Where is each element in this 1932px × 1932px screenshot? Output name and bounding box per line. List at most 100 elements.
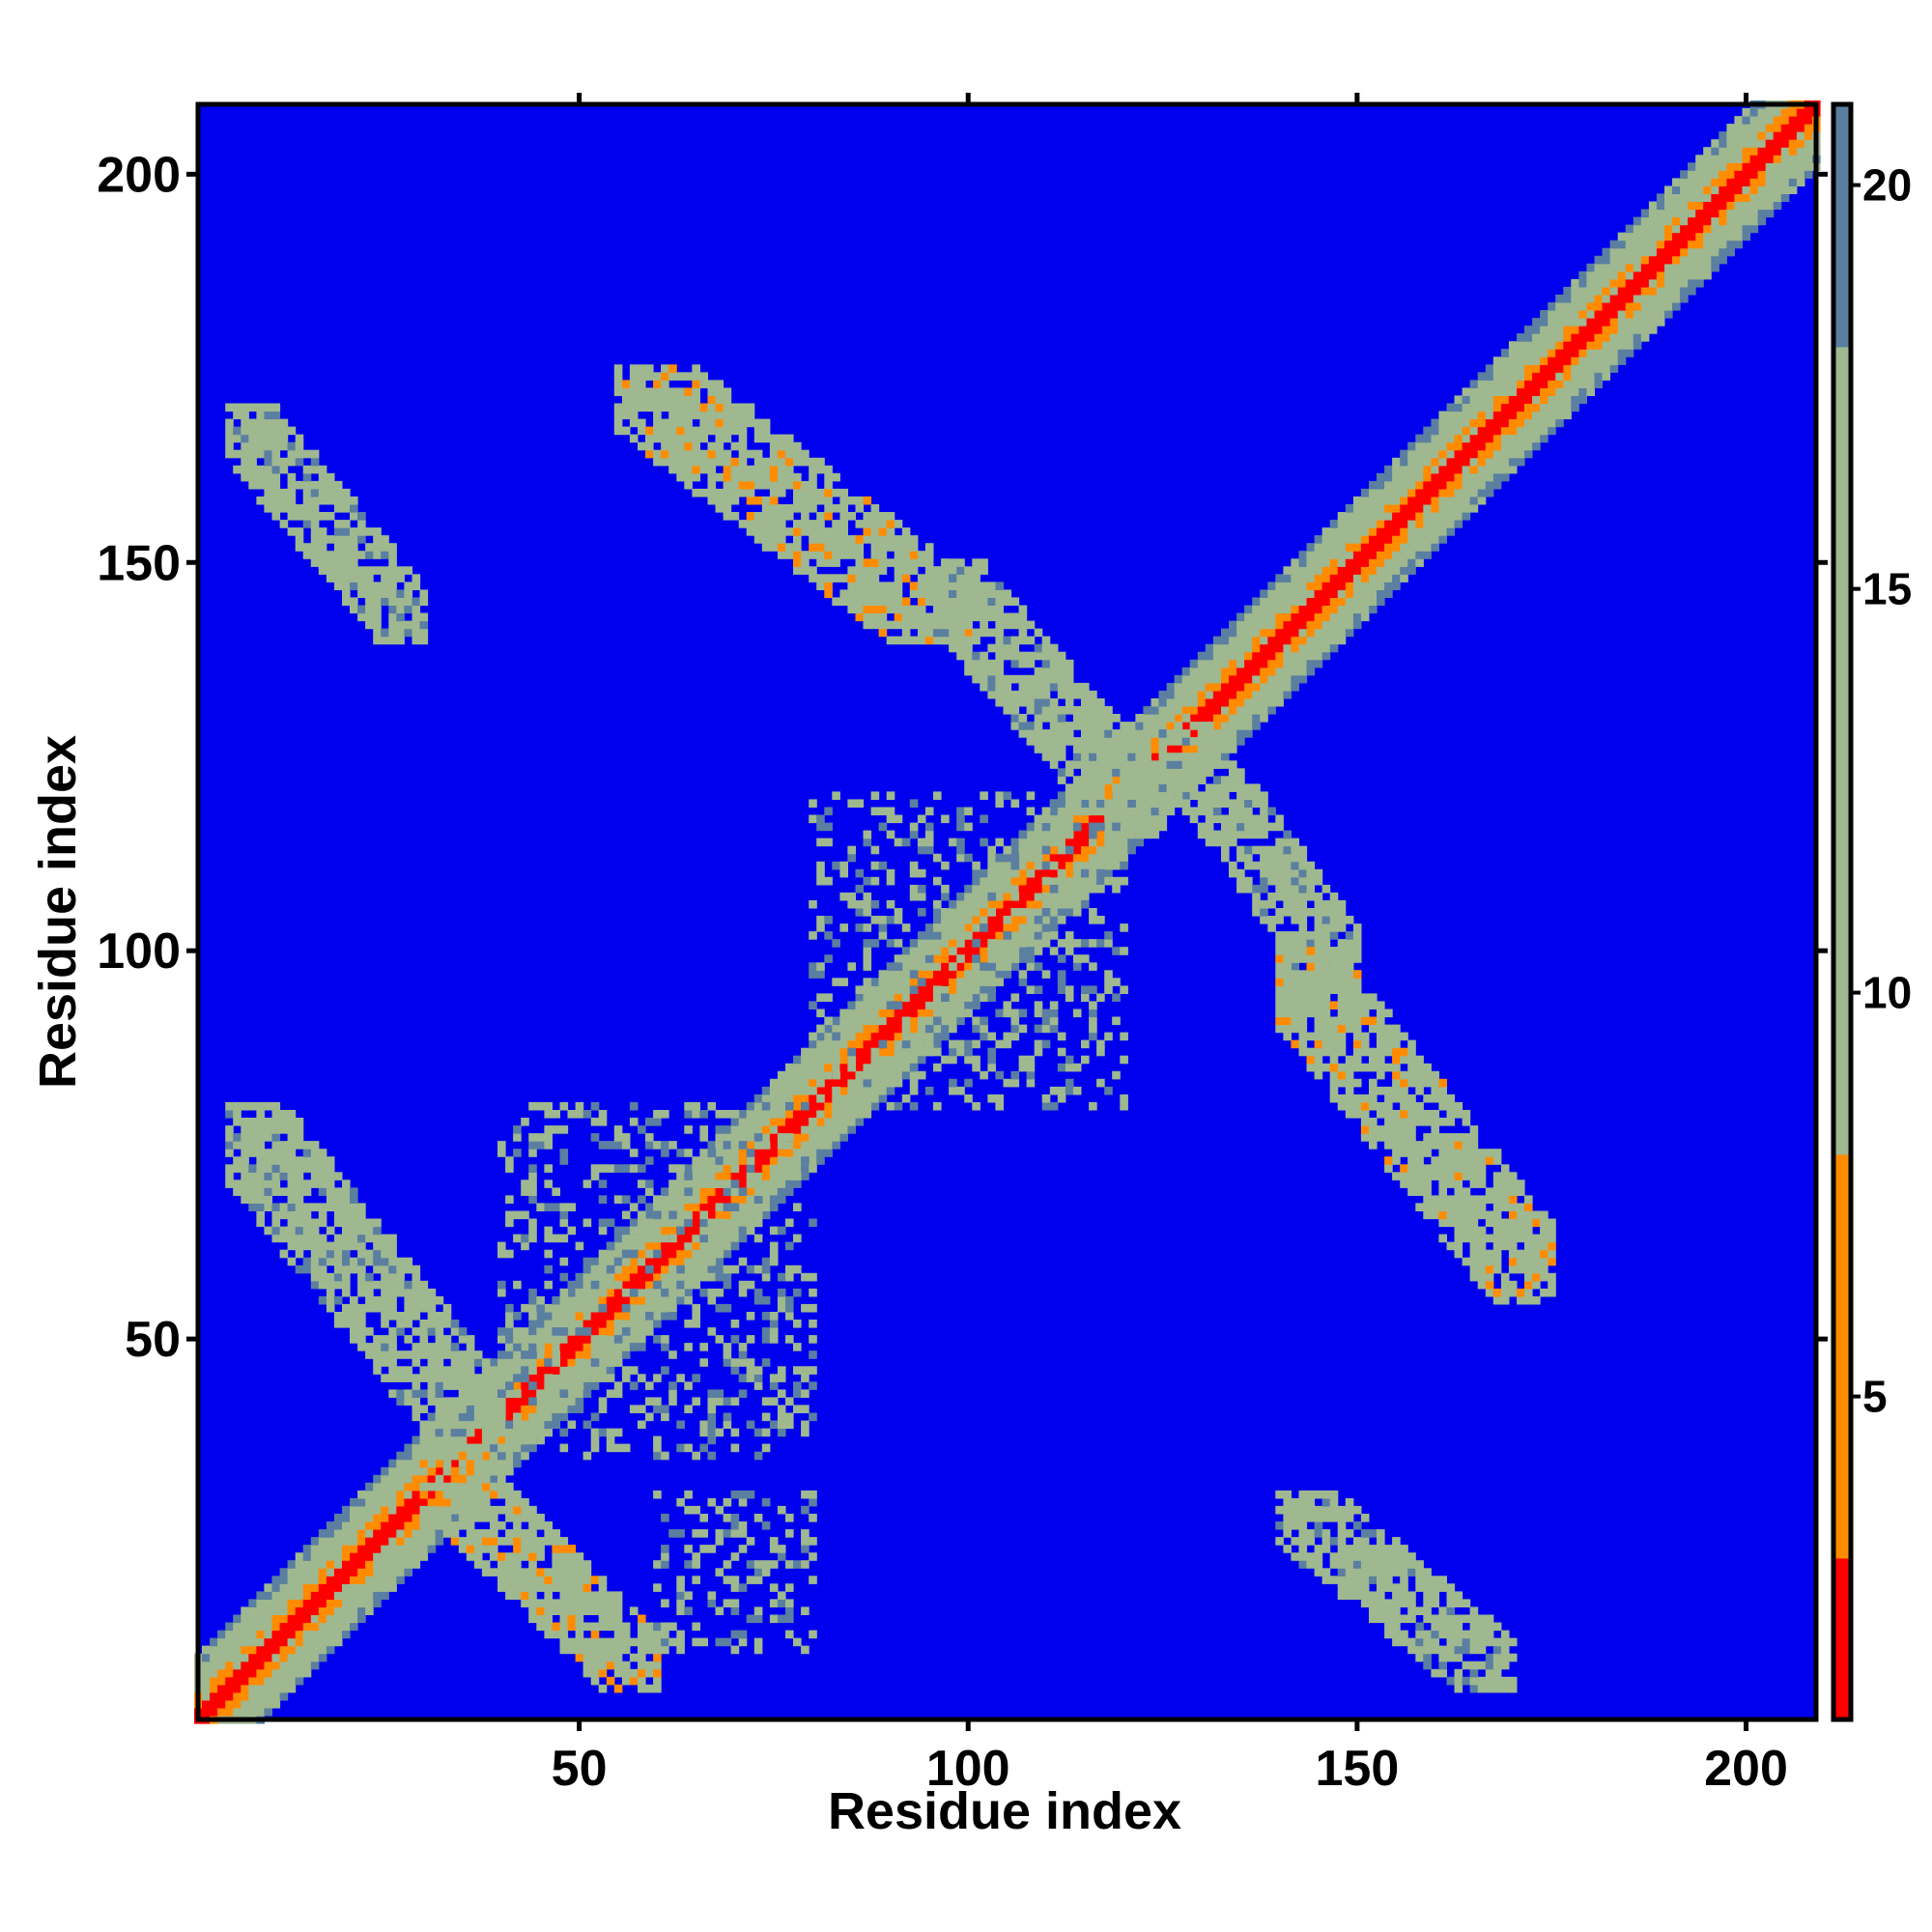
contact-cell — [271, 1226, 281, 1236]
diagonal-cell — [388, 1474, 397, 1484]
diagonal-cell — [847, 1009, 856, 1018]
diagonal-cell — [1003, 947, 1012, 955]
diagonal-cell — [350, 1521, 358, 1530]
contact-cell — [738, 411, 748, 420]
diagonal-cell — [233, 1622, 242, 1632]
contact-cell — [653, 372, 662, 381]
contact-cell — [264, 1179, 272, 1188]
diagonal-cell — [1407, 441, 1416, 451]
contact-cell — [481, 1420, 491, 1430]
contact-cell — [613, 426, 623, 436]
diagonal-cell — [1431, 496, 1439, 505]
diagonal-cell — [350, 1591, 358, 1600]
diagonal-cell — [1734, 124, 1743, 132]
diagonal-cell — [536, 1405, 545, 1413]
diagonal-cell — [1602, 341, 1611, 350]
diagonal-cell — [1221, 651, 1230, 661]
contact-cell — [342, 574, 351, 582]
diagonal-cell — [878, 1024, 888, 1034]
contact-cell — [769, 449, 779, 459]
diagonal-cell — [1415, 520, 1424, 528]
diagonal-cell — [777, 1118, 786, 1126]
diagonal-cell — [1726, 131, 1735, 140]
contact-cell — [707, 418, 717, 428]
contact-cell — [521, 1497, 529, 1507]
diagonal-cell — [279, 1630, 289, 1639]
diagonal-cell — [785, 1164, 794, 1173]
diagonal-cell — [1329, 574, 1339, 582]
diagonal-cell — [225, 1630, 234, 1639]
diagonal-cell — [373, 1497, 382, 1507]
diagonal-cell — [1041, 899, 1051, 909]
diagonal-cell — [1548, 318, 1556, 327]
diagonal-cell — [427, 1474, 437, 1484]
diagonal-cell — [894, 1055, 903, 1065]
diagonal-cell — [1578, 310, 1587, 319]
diagonal-cell — [365, 1583, 374, 1592]
diagonal-cell — [1742, 131, 1751, 140]
contact-cell — [793, 558, 802, 567]
diagonal-cell — [761, 1094, 771, 1103]
diagonal-cell — [279, 1599, 289, 1607]
diagonal-cell — [1540, 356, 1548, 365]
diagonal-cell — [412, 1505, 421, 1515]
diagonal-cell — [1189, 667, 1199, 676]
diagonal-cell — [1415, 496, 1424, 505]
contact-cell — [333, 1264, 343, 1274]
contact-cell — [264, 411, 272, 420]
diagonal-cell — [1462, 434, 1471, 443]
diagonal-cell — [302, 1668, 312, 1678]
diagonal-cell — [1283, 651, 1292, 661]
diagonal-cell — [878, 1078, 888, 1088]
contact-cell — [785, 449, 794, 459]
diagonal-cell — [295, 1630, 304, 1639]
contact-cell — [264, 1118, 272, 1126]
contact-cell — [458, 1451, 468, 1461]
contact-cell — [801, 457, 810, 467]
diagonal-cell — [809, 1070, 817, 1080]
diagonal-cell — [1329, 620, 1339, 630]
contact-cell — [381, 1343, 389, 1351]
diagonal-cell — [707, 1241, 717, 1251]
contact-cell — [435, 1451, 444, 1461]
diagonal-cell — [497, 1435, 506, 1445]
diagonal-cell — [241, 1707, 249, 1717]
diagonal-cell — [793, 1086, 802, 1095]
diagonal-cell — [1260, 597, 1268, 606]
contact-cell — [458, 1428, 468, 1437]
diagonal-cell — [1633, 240, 1642, 249]
diagonal-cell — [458, 1514, 468, 1522]
contact-cell — [318, 1218, 327, 1228]
contact-cell — [333, 566, 343, 575]
diagonal-cell — [1578, 372, 1587, 381]
contact-cell — [310, 1203, 320, 1211]
contact-cell — [676, 441, 685, 451]
diagonal-cell — [1089, 876, 1097, 886]
diagonal-cell — [793, 1110, 802, 1119]
diagonal-cell — [552, 1374, 560, 1382]
contact-cell — [450, 1505, 460, 1515]
contact-cell — [295, 527, 304, 536]
contact-cell — [241, 1156, 249, 1165]
contact-cell — [450, 1405, 460, 1413]
contact-cell — [396, 597, 405, 606]
contact-cell — [302, 480, 312, 490]
contact-cell — [521, 1583, 529, 1592]
diagonal-cell — [373, 1568, 382, 1577]
diagonal-cell — [1656, 193, 1665, 202]
diagonal-cell — [1151, 791, 1160, 800]
contact-cell — [233, 434, 242, 443]
contact-cell — [365, 527, 374, 536]
contact-cell — [450, 1374, 460, 1382]
diagonal-cell — [606, 1272, 615, 1282]
diagonal-cell — [1734, 209, 1743, 218]
diagonal-cell — [1640, 310, 1650, 319]
contact-cell — [513, 1521, 522, 1530]
diagonal-cell — [1275, 682, 1284, 692]
diagonal-cell — [847, 1024, 856, 1034]
diagonal-cell — [1392, 488, 1401, 497]
contact-cell — [419, 1420, 429, 1430]
contact-cell — [481, 1374, 491, 1382]
diagonal-cell — [645, 1303, 654, 1313]
diagonal-cell — [661, 1295, 669, 1305]
